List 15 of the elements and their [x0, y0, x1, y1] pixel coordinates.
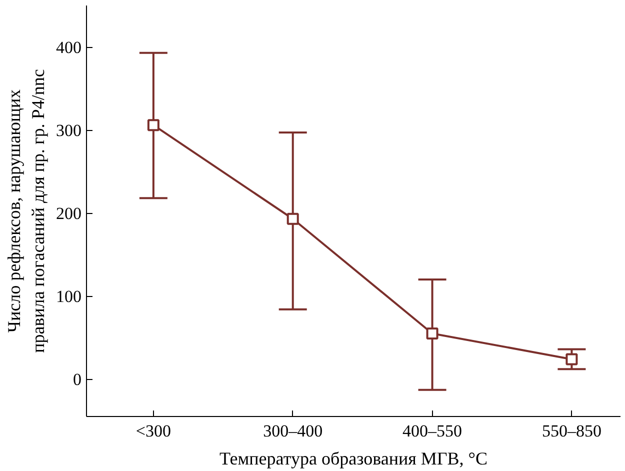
y-tick-label: 0: [73, 370, 82, 390]
y-tick-label: 200: [56, 204, 82, 224]
point: [286, 212, 299, 225]
x-tick-label: 550–850: [542, 422, 602, 440]
y-tick-label: 100: [56, 287, 82, 306]
x-tick-label: <300: [136, 422, 171, 440]
point: [566, 353, 578, 366]
x-axis-title: Температура образования МГВ, °C: [219, 448, 488, 468]
point: [147, 119, 160, 132]
y-axis-title: Число рефлексов, нарушающих правила погасаний для пр. гр. P4/nnc: [4, 69, 48, 353]
y-tick-label: 300: [56, 121, 82, 140]
y-tick-label: 400: [56, 38, 82, 58]
x-tick-label: 400–550: [402, 422, 462, 440]
x-tick-label: 300–400: [263, 422, 323, 440]
point: [426, 327, 438, 340]
